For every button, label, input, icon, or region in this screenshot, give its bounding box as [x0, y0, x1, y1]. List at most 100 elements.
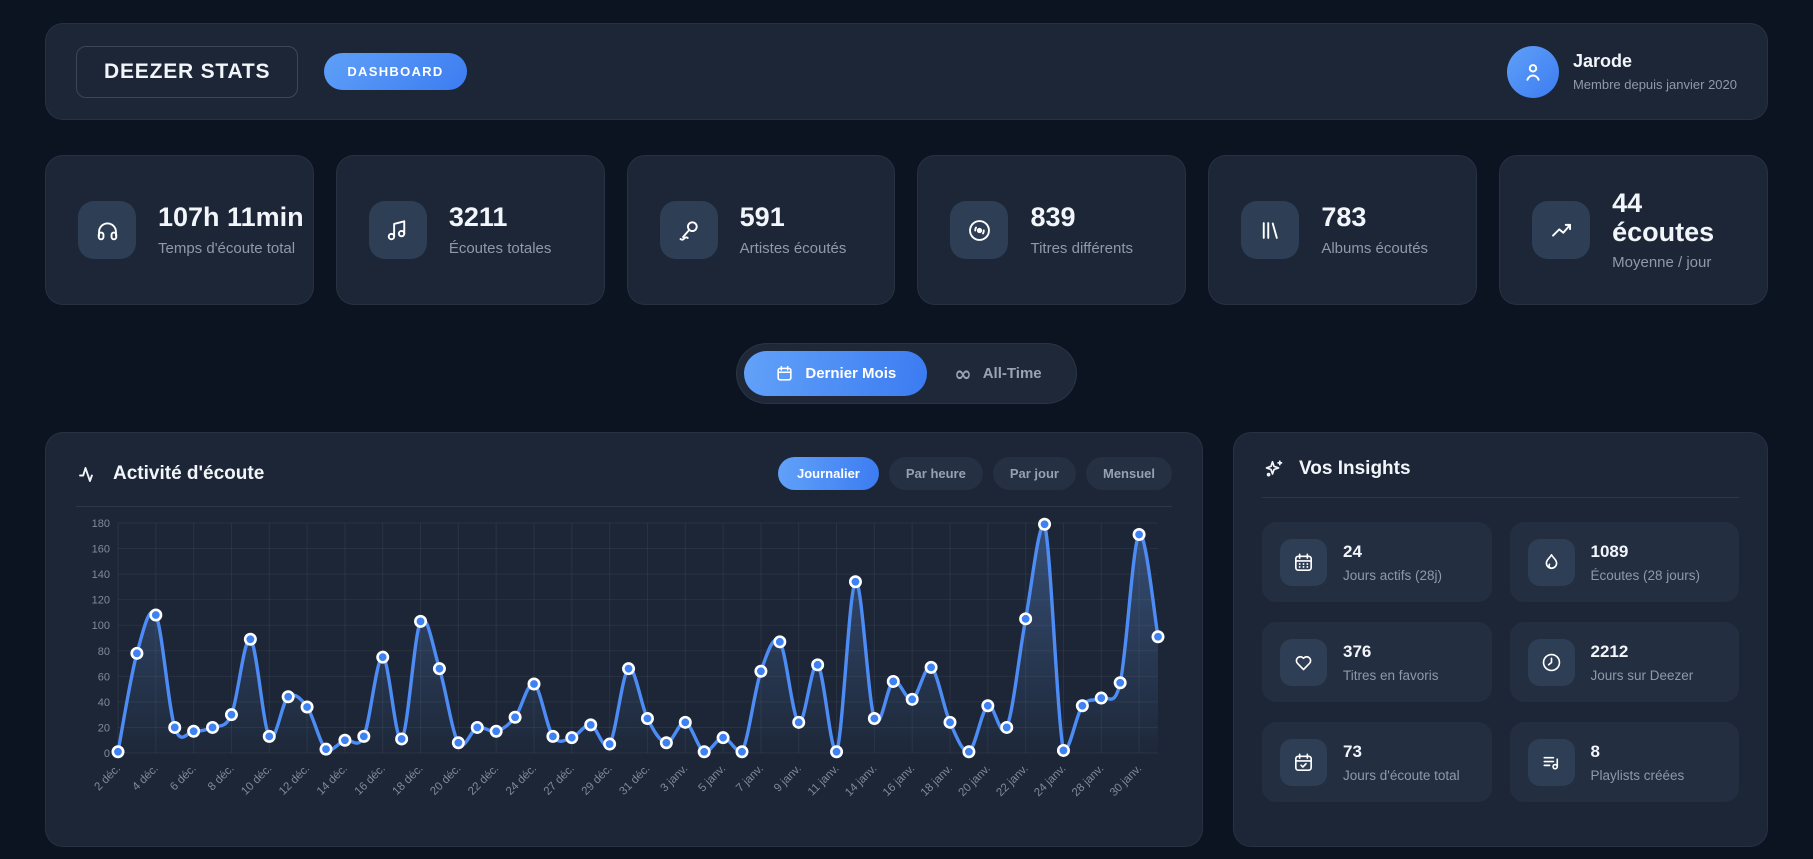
stat-label: Albums écoutés	[1321, 239, 1429, 257]
insight-value: 2212	[1590, 641, 1629, 661]
svg-text:22 janv.: 22 janv.	[994, 763, 1030, 799]
music-note-icon-tile	[368, 201, 427, 259]
stat-value: 44 écoutes	[1612, 187, 1715, 247]
calendar-icon	[1295, 552, 1312, 571]
svg-text:4 déc.: 4 déc.	[130, 763, 161, 794]
insight-text: 24 Jours actifs (28j)	[1343, 542, 1442, 583]
stat-label: Artistes écoutés	[739, 239, 847, 257]
stat-card-tracks: 839 Titres différents	[917, 155, 1187, 305]
insight-text: 1089 Écoutes (28 jours)	[1591, 542, 1701, 583]
flame-icon-tile	[1527, 538, 1575, 586]
activity-icon	[79, 466, 93, 482]
svg-text:14 janv.: 14 janv.	[843, 763, 879, 799]
svg-text:12 déc.: 12 déc.	[277, 763, 312, 798]
infinity-icon: ∞	[954, 361, 972, 386]
insight-card-days-on-deezer: 2212 Jours sur Deezer	[1509, 622, 1739, 702]
period-toggle-row: Dernier Mois ∞ All-Time	[45, 343, 1768, 404]
stat-text: 44 écoutes Moyenne / jour	[1612, 187, 1742, 271]
insight-card-listening-days: 73 Jours d'écoute total	[1262, 722, 1492, 802]
tab-mensuel[interactable]: Mensuel	[1085, 457, 1172, 490]
main-row: Activité d'écoute Journalier Par heure P…	[45, 432, 1768, 847]
insight-card-favorites: 376 Titres en favoris	[1262, 622, 1492, 702]
sparkles-icon	[1265, 460, 1283, 477]
svg-text:20 déc.: 20 déc.	[428, 763, 463, 798]
heart-icon	[1295, 655, 1312, 670]
svg-text:20: 20	[98, 722, 110, 734]
insight-card-plays-28d: 1089 Écoutes (28 jours)	[1509, 522, 1739, 602]
clock-icon-tile	[1527, 638, 1575, 686]
stat-label: Écoutes totales	[448, 239, 552, 257]
activity-panel: Activité d'écoute Journalier Par heure P…	[45, 432, 1203, 847]
svg-text:3 janv.: 3 janv.	[659, 763, 691, 795]
stat-card-daily-average: 44 écoutes Moyenne / jour	[1499, 155, 1768, 305]
svg-text:80: 80	[98, 646, 110, 658]
svg-text:18 déc.: 18 déc.	[390, 763, 425, 798]
tab-par-heure[interactable]: Par heure	[888, 457, 983, 490]
microphone-icon	[679, 220, 698, 241]
toggle-label: Dernier Mois	[805, 365, 897, 382]
insight-label: Jours d'écoute total	[1343, 767, 1460, 783]
svg-text:16 déc.: 16 déc.	[353, 763, 388, 798]
svg-text:180: 180	[92, 518, 110, 530]
trending-up-icon	[1551, 223, 1571, 237]
activity-divider	[76, 506, 1172, 507]
chart-tabs: Journalier Par heure Par jour Mensuel	[778, 457, 1172, 490]
clock-icon	[1542, 653, 1560, 671]
insights-grid: 24 Jours actifs (28j) 1089 Écoutes (28 j…	[1262, 522, 1739, 802]
stat-label: Temps d'écoute total	[158, 239, 296, 257]
insight-text: 376 Titres en favoris	[1343, 642, 1439, 683]
stat-value: 3211	[448, 202, 508, 233]
insight-value: 1089	[1590, 541, 1629, 561]
dashboard-badge[interactable]: DASHBOARD	[324, 53, 467, 90]
toggle-last-month-button[interactable]: Dernier Mois	[744, 351, 928, 396]
app-title: DEEZER STATS	[76, 45, 299, 98]
stat-label: Titres différents	[1030, 239, 1134, 257]
stat-value: 839	[1030, 202, 1076, 233]
insight-label: Jours actifs (28j)	[1343, 567, 1443, 583]
avatar[interactable]	[1506, 45, 1559, 98]
disc-icon-tile	[950, 201, 1009, 259]
user-name: Jarode	[1572, 51, 1632, 71]
svg-text:2 déc.: 2 déc.	[92, 763, 123, 794]
tab-journalier[interactable]: Journalier	[778, 457, 879, 490]
insights-panel: Vos Insights 24 Jours actifs (28j)	[1233, 432, 1768, 847]
insight-label: Playlists créées	[1590, 767, 1685, 783]
insight-label: Écoutes (28 jours)	[1590, 567, 1701, 583]
insights-header: Vos Insights	[1262, 457, 1739, 481]
svg-text:24 janv.: 24 janv.	[1032, 763, 1068, 799]
activity-line-chart[interactable]: 0 20 40 60 80 100 120 140 160 180 2 déc. 4 déc. 6 dé…	[76, 513, 1174, 815]
insight-value: 24	[1343, 541, 1362, 561]
svg-text:9 janv.: 9 janv.	[772, 763, 804, 795]
svg-text:5 janv.: 5 janv.	[696, 763, 728, 795]
user-subtitle: Membre depuis janvier 2020	[1572, 77, 1737, 92]
svg-text:18 janv.: 18 janv.	[919, 763, 955, 799]
calendar-check-icon	[1295, 752, 1312, 771]
header-bar: DEEZER STATS DASHBOARD Jarode Membre dep…	[45, 23, 1768, 120]
svg-text:7 janv.: 7 janv.	[734, 763, 766, 795]
stat-card-artists: 591 Artistes écoutés	[626, 155, 896, 305]
insight-label: Titres en favoris	[1343, 667, 1439, 683]
stat-text: 3211 Écoutes totales	[448, 202, 552, 257]
library-icon-tile	[1241, 201, 1300, 259]
insights-title: Vos Insights	[1299, 458, 1411, 479]
svg-text:0: 0	[104, 748, 110, 760]
svg-text:30 janv.: 30 janv.	[1108, 763, 1144, 799]
user-profile[interactable]: Jarode Membre depuis janvier 2020	[1506, 45, 1737, 98]
stat-text: 107h 11min Temps d'écoute total	[158, 203, 304, 257]
svg-text:100: 100	[92, 620, 110, 632]
stat-card-total-plays: 3211 Écoutes totales	[335, 155, 605, 305]
insight-text: 73 Jours d'écoute total	[1343, 742, 1460, 783]
stat-text: 839 Titres différents	[1030, 202, 1134, 257]
tab-par-jour[interactable]: Par jour	[992, 457, 1076, 490]
headphones-icon	[97, 222, 117, 240]
insight-text: 2212 Jours sur Deezer	[1591, 642, 1694, 683]
stat-card-listening-time: 107h 11min Temps d'écoute total	[45, 155, 314, 305]
svg-text:22 déc.: 22 déc.	[466, 763, 501, 798]
svg-text:24 déc.: 24 déc.	[504, 763, 539, 798]
toggle-all-time-button[interactable]: ∞ All-Time	[927, 352, 1068, 395]
svg-text:11 janv.: 11 janv.	[806, 763, 842, 799]
svg-text:31 déc.: 31 déc.	[617, 763, 652, 798]
person-icon	[1526, 63, 1540, 81]
svg-text:160: 160	[92, 544, 110, 556]
